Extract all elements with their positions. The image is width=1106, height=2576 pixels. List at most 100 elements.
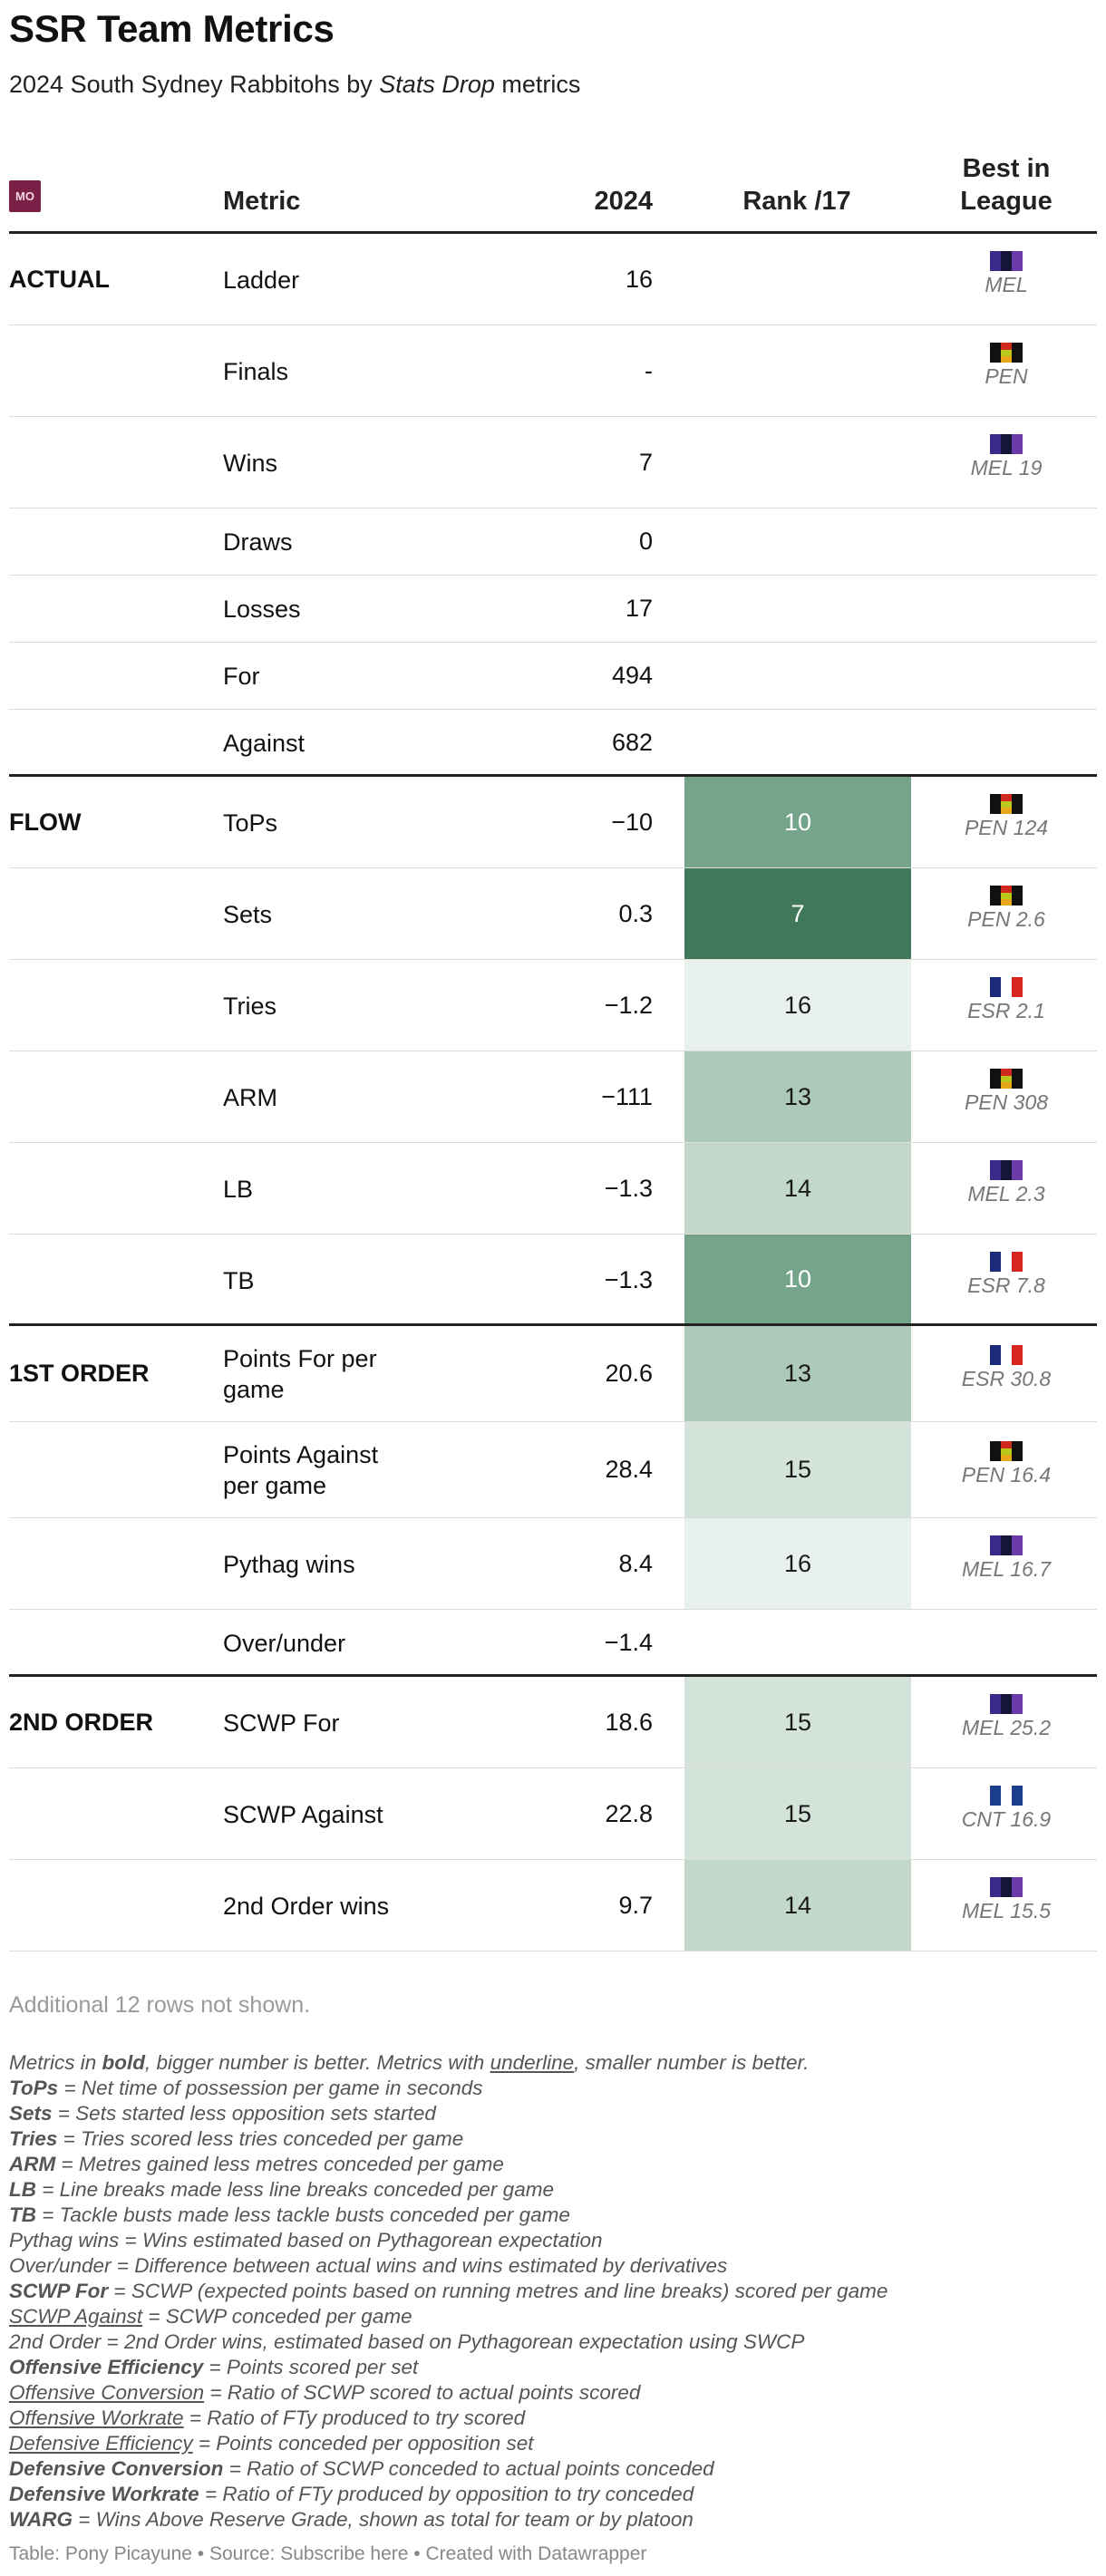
team-flag-icon (990, 1345, 1023, 1365)
header-best[interactable]: Best in League (916, 152, 1097, 218)
metric-value: 9.7 (618, 1891, 653, 1919)
best-in-league: PEN 124 (916, 793, 1097, 840)
note-line: Metrics in bold, bigger number is better… (9, 2050, 1097, 2076)
metric-value: 17 (625, 595, 653, 622)
note-post: = Tackle busts made less tackle busts co… (36, 2203, 570, 2226)
note-line: Offensive Workrate = Ratio of FTy produc… (9, 2406, 1097, 2431)
table-row: ARM −111 13 PEN 308 (9, 1051, 1097, 1143)
best-in-league: MEL 2.3 (916, 1159, 1097, 1206)
note-b: bold (102, 2051, 145, 2074)
metric-value: 18.6 (605, 1708, 653, 1736)
page-title: SSR Team Metrics (9, 7, 335, 50)
best-team-label: ESR 7.8 (967, 1273, 1045, 1297)
team-flag-icon (990, 1068, 1023, 1089)
metric-value: −1.3 (604, 1265, 653, 1293)
note-post: = Ratio of FTy produced by opposition to… (199, 2483, 694, 2505)
metric-name: Against (223, 730, 306, 757)
metric-name: Over/under (223, 1630, 346, 1657)
group-label: FLOW (9, 808, 82, 836)
best-team-label: ESR 30.8 (961, 1367, 1052, 1390)
metric-value: 7 (638, 448, 653, 476)
note-line: LB = Line breaks made less line breaks c… (9, 2177, 1097, 2203)
rank-cell: 10 (684, 777, 911, 867)
metric-value: - (645, 356, 653, 384)
table-row: Over/under −1.4 (9, 1610, 1097, 1677)
note-b: WARG (9, 2508, 73, 2531)
rank-cell: 15 (684, 1677, 911, 1767)
note-b: Defensive Workrate (9, 2483, 199, 2505)
footer: Table: Pony Picayune • Source: Subscribe… (9, 2543, 647, 2564)
metric-name: Sets (223, 900, 273, 928)
subtitle-prefix: 2024 South Sydney Rabbitohs by (9, 71, 380, 98)
rank-cell: 14 (684, 1860, 911, 1951)
metric-name: Losses (223, 596, 301, 623)
note-b: ToPs (9, 2077, 59, 2099)
header-rank[interactable]: Rank /17 (742, 187, 851, 216)
metric-name: Finals (223, 357, 289, 385)
best-in-league: PEN 308 (916, 1068, 1097, 1115)
note-line: Defensive Conversion = Ratio of SCWP con… (9, 2456, 1097, 2482)
note-pre: Pythag wins = Wins estimated based on Py… (9, 2229, 603, 2252)
note-line: Over/under = Difference between actual w… (9, 2253, 1097, 2279)
note-line: WARG = Wins Above Reserve Grade, shown a… (9, 2507, 1097, 2532)
metric-name: SCWP For (223, 1709, 340, 1737)
note-post: = SCWP conceded per game (142, 2305, 412, 2328)
table-row: TB −1.3 10 ESR 7.8 (9, 1235, 1097, 1326)
best-team-label: MEL 19 (970, 455, 1043, 479)
best-in-league: CNT 16.9 (916, 1785, 1097, 1832)
metric-name: Ladder (223, 266, 300, 294)
team-flag-icon (990, 1441, 1023, 1461)
header-best-line2: League (960, 187, 1053, 216)
note-line: TB = Tackle busts made less tackle busts… (9, 2203, 1097, 2228)
team-flag-icon (990, 1693, 1023, 1714)
best-in-league: MEL 15.5 (916, 1876, 1097, 1923)
metric-name: ToPs (223, 809, 278, 837)
note-post: = Sets started less opposition sets star… (52, 2102, 436, 2125)
note-pre: 2nd Order = 2nd Order wins, estimated ba… (9, 2330, 805, 2353)
table-row: 1ST ORDER Points For per game 20.6 13 ESR 30.… (9, 1326, 1097, 1422)
best-team-label: MEL 2.3 (967, 1181, 1045, 1206)
note-line: Sets = Sets started less opposition sets… (9, 2101, 1097, 2126)
best-team-label: CNT 16.9 (961, 1806, 1052, 1831)
note-line: SCWP Against = SCWP conceded per game (9, 2304, 1097, 2329)
page-subtitle: 2024 South Sydney Rabbitohs by Stats Dro… (9, 71, 580, 99)
group-label: 1ST ORDER (9, 1360, 150, 1387)
table-row: Finals - PEN (9, 325, 1097, 417)
rank-cell: 7 (684, 868, 911, 959)
team-flag-icon (990, 885, 1023, 905)
team-flag-icon (990, 1251, 1023, 1272)
metric-value: 20.6 (605, 1360, 653, 1387)
note-line: ARM = Metres gained less metres conceded… (9, 2152, 1097, 2177)
note-post: = Metres gained less metres conceded per… (55, 2153, 504, 2175)
best-in-league: MEL 25.2 (916, 1693, 1097, 1740)
metric-value: −111 (601, 1082, 653, 1110)
best-in-league: PEN (916, 342, 1097, 389)
metric-name: Tries (223, 992, 276, 1020)
note-post: = Line breaks made less line breaks conc… (36, 2178, 554, 2201)
note-b: Tries (9, 2127, 58, 2150)
best-team-label: PEN 308 (964, 1089, 1049, 1114)
table-row: Pythag wins 8.4 16 MEL 16.7 (9, 1518, 1097, 1610)
note-line: Offensive Conversion = Ratio of SCWP sco… (9, 2380, 1097, 2406)
note-post: = SCWP (expected points based on running… (108, 2280, 888, 2302)
best-in-league: PEN 16.4 (916, 1441, 1097, 1487)
note-u: Defensive Efficiency (9, 2432, 193, 2455)
header-year[interactable]: 2024 (594, 187, 653, 216)
table-header: MO Metric 2024 Rank /17 Best in League (9, 136, 1097, 234)
rank-cell: 15 (684, 1422, 911, 1517)
metric-name: ARM (223, 1083, 277, 1111)
metric-value: −10 (611, 808, 653, 836)
header-metric[interactable]: Metric (223, 187, 301, 216)
note-pre: Metrics in (9, 2051, 102, 2074)
team-flag-icon (990, 793, 1023, 814)
table-body: ACTUAL Ladder 16 MEL Finals - PEN Wins 7 MEL 19 Dr… (9, 234, 1097, 1951)
metric-name: LB (223, 1175, 254, 1203)
table-row: Draws 0 (9, 508, 1097, 576)
best-team-label: PEN 124 (964, 815, 1049, 839)
metric-value: 0 (638, 528, 653, 555)
best-in-league: MEL (916, 250, 1097, 297)
team-flag-icon (990, 1785, 1023, 1806)
note-line: Pythag wins = Wins estimated based on Py… (9, 2228, 1097, 2253)
metric-value: −1.2 (604, 991, 653, 1019)
team-flag-icon (990, 1159, 1023, 1180)
